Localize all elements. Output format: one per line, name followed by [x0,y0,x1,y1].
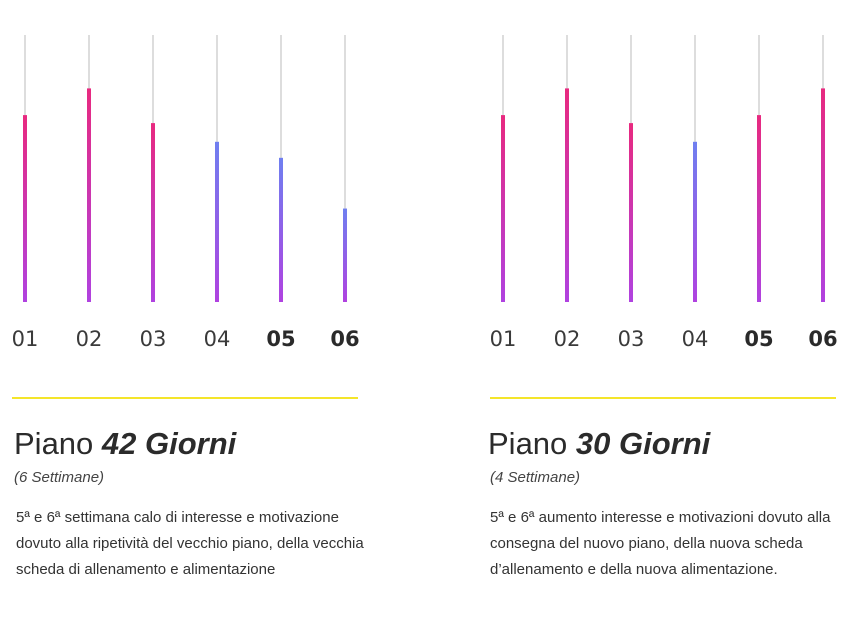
plan-description: 5ª e 6ª settimana calo di interesse e mo… [16,509,364,578]
plan-panel-30: 01 02 03 04 05 06 Piano 30 Giorni (4 Settiman… [478,0,852,638]
bar-chart-30-days: 01 02 03 04 05 06 [490,35,838,351]
tick-label-06: 06 [808,327,837,351]
plan-title: Piano 42 Giorni [14,426,236,462]
yellow-divider [490,397,836,399]
plan-title-prefix: Piano [14,426,94,461]
bar-05 [757,115,761,302]
tick-label-04: 04 [204,327,231,351]
tick-label-01: 01 [490,327,517,351]
tick-label-03: 03 [618,327,645,351]
tick-label-01: 01 [12,327,39,351]
plan-title: Piano 30 Giorni [488,426,710,462]
tick-label-04: 04 [682,327,709,351]
bar-03 [151,123,155,302]
bar-02 [565,88,569,303]
plan-title-days: 30 Giorni [575,426,711,461]
bar-01 [501,115,505,302]
yellow-divider [12,397,358,399]
plan-description: 5ª e 6ª aumento interesse e motivazioni … [490,509,831,578]
plan-subtitle: (6 Settimane) [14,469,105,486]
bar-02 [87,88,91,303]
tick-label-06: 06 [330,327,359,351]
tick-label-02: 02 [76,327,103,351]
plan-subtitle: (4 Settimane) [490,469,581,486]
tick-label-05: 05 [266,327,295,351]
bar-06 [821,88,825,303]
bar-05 [279,157,283,302]
tick-label-03: 03 [140,327,167,351]
bar-04 [693,141,697,302]
bar-01 [23,115,27,302]
bar-06 [343,208,347,302]
plan-title-days: 42 Giorni [101,426,237,461]
bar-chart-42-days: 01 02 03 04 05 06 [12,35,360,351]
tick-label-02: 02 [554,327,581,351]
plan-title-prefix: Piano [488,426,568,461]
bar-04 [215,141,219,302]
tick-label-05: 05 [744,327,773,351]
plan-panel-42: 01 02 03 04 05 06 Piano 42 Giorni (6 Settiman… [0,0,380,638]
bar-03 [629,123,633,302]
